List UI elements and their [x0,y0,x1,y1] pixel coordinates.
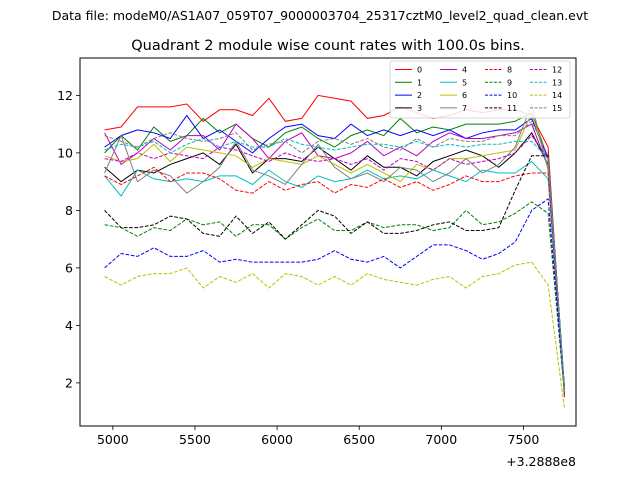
legend-label-12: 12 [552,66,562,75]
series-line-8 [104,166,565,395]
x-tick-label: 5500 [179,432,211,447]
y-axis: 2 4 6 8 10 12 [57,88,80,390]
x-axis-offset-label: +3.2888e8 [506,454,576,469]
y-tick-label: 4 [65,318,73,333]
legend-label-11: 11 [507,104,517,113]
series-line-10 [104,197,565,392]
y-tick-label: 10 [57,145,73,160]
x-tick-label: 7500 [508,432,540,447]
y-tick-label: 12 [57,88,73,103]
series-line-14 [104,261,565,409]
legend-label-6: 6 [462,91,467,100]
series-line-1 [104,111,565,389]
x-tick-label: 6000 [261,432,293,447]
series-line-6 [104,111,565,395]
legend-label-14: 14 [552,91,562,100]
plot-frame [79,57,577,427]
x-tick-label: 6500 [343,432,375,447]
series-line-7 [104,102,565,395]
legend-label-13: 13 [552,78,562,87]
x-tick-label: 7000 [425,432,457,447]
series-line-2 [104,114,565,392]
y-tick-label: 2 [65,375,73,390]
plot-lines [104,94,565,409]
legend-label-10: 10 [507,91,517,100]
series-line-9 [104,201,565,395]
series-line-15 [104,120,565,392]
legend-label-0: 0 [417,66,422,75]
figure-suptitle: Data file: modeM0/AS1A07_059T07_90000037… [51,8,589,23]
legend-label-2: 2 [417,91,422,100]
legend-label-9: 9 [507,78,512,87]
legend-label-7: 7 [462,104,467,113]
legend-label-15: 15 [552,104,562,113]
series-line-11 [104,155,565,389]
legend-label-8: 8 [507,66,512,75]
y-tick-label: 8 [65,203,73,218]
legend-label-3: 3 [417,104,422,113]
legend-label-5: 5 [462,78,467,87]
y-tick-label: 6 [65,260,73,275]
chart-title: Quadrant 2 module wise count rates with … [131,38,525,54]
series-line-12 [104,134,565,392]
x-tick-label: 5000 [97,432,129,447]
legend-label-1: 1 [417,78,422,87]
series-line-5 [104,160,565,395]
legend-label-4: 4 [462,66,467,75]
series-line-13 [104,137,565,392]
x-axis: 5000 5500 6000 6500 7000 7500 [97,426,539,447]
legend-box [389,60,571,119]
